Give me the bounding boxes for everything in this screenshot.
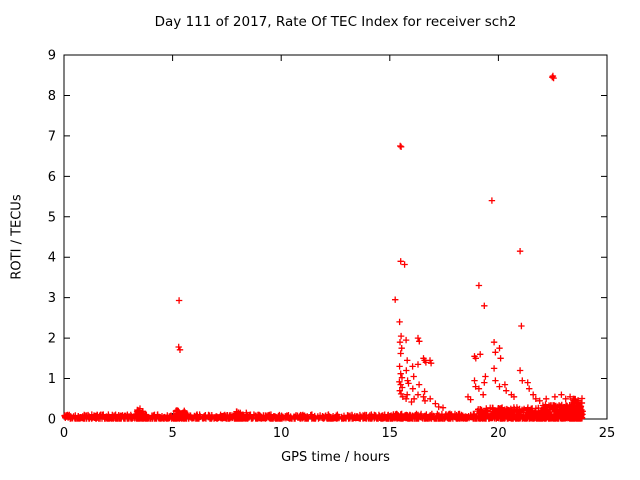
plot-title: Day 111 of 2017, Rate Of TEC Index for r…	[154, 14, 517, 30]
x-tick-label: 0	[60, 426, 68, 441]
axis-ticks	[63, 54, 608, 420]
y-tick-label: 8	[48, 89, 56, 104]
y-tick-label: 4	[48, 251, 56, 266]
x-axis-label: GPS time / hours	[281, 450, 390, 465]
x-tick-label: 15	[382, 426, 399, 441]
y-tick-label: 5	[48, 210, 56, 225]
x-tick-label: 25	[599, 426, 616, 441]
y-tick-label: 6	[48, 170, 56, 185]
x-tick-label: 20	[490, 426, 507, 441]
y-tick-label: 2	[48, 332, 56, 347]
y-tick-label: 0	[48, 413, 56, 428]
x-tick-label: 5	[168, 426, 176, 441]
y-tick-label: 7	[48, 129, 56, 144]
x-tick-label: 10	[273, 426, 290, 441]
y-tick-label: 1	[48, 372, 56, 387]
y-tick-label: 3	[48, 291, 56, 306]
y-tick-label: 9	[48, 49, 56, 64]
scatter-markers	[61, 72, 586, 422]
plot-border	[63, 54, 608, 420]
